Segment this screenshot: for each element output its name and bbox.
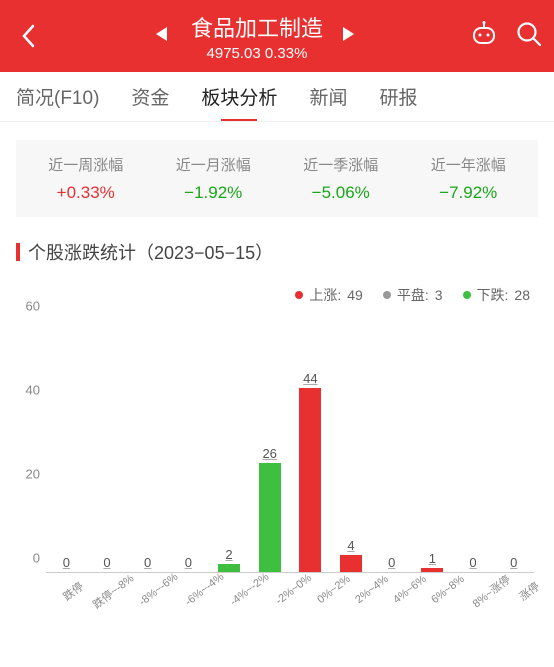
bar-value-label: 2 xyxy=(225,547,232,562)
tab-item[interactable]: 资金 xyxy=(115,72,185,122)
chart-legend: 上涨: 49 平盘: 3 下跌: 28 xyxy=(16,285,538,305)
legend-flat: 平盘: 3 xyxy=(383,285,443,305)
section-header: 个股涨跌统计（2023−05−15） xyxy=(16,239,538,265)
y-axis: 0204060 xyxy=(16,321,44,573)
tab-bar: 简况(F10)资金板块分析新闻研报 xyxy=(0,72,554,122)
section-title-text: 个股涨跌统计（2023−05−15） xyxy=(28,239,273,265)
bar-value-label: 0 xyxy=(388,555,395,570)
bar-slot: 1 xyxy=(412,321,453,572)
bar-chart: 0204060 00002264440100 跌停跌停~-8%-8%~-6%-6… xyxy=(16,313,538,633)
legend-up-label: 上涨: xyxy=(309,285,341,305)
legend-flat-label: 平盘: xyxy=(397,285,429,305)
bar-value-label: 0 xyxy=(469,555,476,570)
stat-cell[interactable]: 近一周涨幅 +0.33% xyxy=(22,154,150,203)
bar-value-label: 0 xyxy=(185,555,192,570)
stat-value: +0.33% xyxy=(22,183,150,203)
stat-label: 近一周涨幅 xyxy=(22,154,150,175)
title-center[interactable]: 食品加工制造 4975.03 0.33% xyxy=(191,11,323,62)
bar-value-label: 0 xyxy=(510,555,517,570)
stat-cell[interactable]: 近一年涨幅 −7.92% xyxy=(405,154,533,203)
search-icon xyxy=(516,21,542,47)
y-tick-label: 60 xyxy=(26,299,40,314)
stat-label: 近一月涨幅 xyxy=(150,154,278,175)
next-sector-button[interactable] xyxy=(341,25,361,48)
y-tick-label: 40 xyxy=(26,383,40,398)
bar xyxy=(218,564,240,572)
robot-button[interactable] xyxy=(470,21,498,52)
stat-value: −7.92% xyxy=(405,183,533,203)
header-actions xyxy=(470,21,542,52)
header-title-area: 食品加工制造 4975.03 0.33% xyxy=(44,11,470,62)
bar-value-label: 4 xyxy=(347,538,354,553)
bar-slot: 44 xyxy=(290,321,331,572)
bar-slot: 4 xyxy=(331,321,372,572)
prev-sector-button[interactable] xyxy=(153,25,173,48)
section-accent-bar xyxy=(16,243,20,261)
bar-value-label: 0 xyxy=(63,555,70,570)
legend-dot-down xyxy=(463,291,471,299)
bar-slot: 0 xyxy=(371,321,412,572)
stat-value: −5.06% xyxy=(277,183,405,203)
index-change: 0.33% xyxy=(265,45,308,62)
bar xyxy=(259,463,281,572)
tab-item[interactable]: 简况(F10) xyxy=(0,72,115,122)
stat-value: −1.92% xyxy=(150,183,278,203)
index-value: 4975.03 xyxy=(207,45,261,62)
bar-value-label: 1 xyxy=(429,551,436,566)
sector-subtitle: 4975.03 0.33% xyxy=(191,45,323,62)
legend-down-count: 28 xyxy=(514,287,530,303)
legend-up-count: 49 xyxy=(347,287,363,303)
bars-container: 00002264440100 xyxy=(46,321,534,572)
triangle-right-icon xyxy=(341,25,357,43)
performance-stats: 近一周涨幅 +0.33%近一月涨幅 −1.92% 近一季涨幅 −5.06%近一年涨幅 −7… xyxy=(16,140,538,217)
legend-up: 上涨: 49 xyxy=(295,285,362,305)
robot-icon xyxy=(470,21,498,47)
bar-value-label: 0 xyxy=(144,555,151,570)
bar-value-label: 44 xyxy=(303,371,317,386)
bar-slot: 0 xyxy=(46,321,87,572)
x-axis-labels: 跌停跌停~-8%-8%~-6%-6%~-4%-4%~-2%-2%~0%0%~2%… xyxy=(46,577,534,633)
chevron-left-icon xyxy=(21,24,35,48)
bar xyxy=(421,568,443,572)
legend-down-label: 下跌: xyxy=(477,285,509,305)
y-tick-label: 0 xyxy=(33,551,40,566)
bar-slot: 2 xyxy=(209,321,250,572)
legend-dot-up xyxy=(295,291,303,299)
legend-down: 下跌: 28 xyxy=(463,285,530,305)
back-button[interactable] xyxy=(12,24,44,48)
app-header: 食品加工制造 4975.03 0.33% xyxy=(0,0,554,72)
bar-value-label: 0 xyxy=(103,555,110,570)
stat-cell[interactable]: 近一季涨幅 −5.06% xyxy=(277,154,405,203)
content-area: 近一周涨幅 +0.33%近一月涨幅 −1.92% 近一季涨幅 −5.06%近一年涨幅 −7… xyxy=(0,122,554,633)
chart-plot: 00002264440100 xyxy=(46,321,534,573)
stat-label: 近一年涨幅 xyxy=(405,154,533,175)
triangle-left-icon xyxy=(153,25,169,43)
bar-slot: 0 xyxy=(87,321,128,572)
bar xyxy=(340,555,362,572)
sector-title: 食品加工制造 xyxy=(191,11,323,43)
tab-item[interactable]: 研报 xyxy=(363,72,433,122)
legend-dot-flat xyxy=(383,291,391,299)
bar-slot: 0 xyxy=(127,321,168,572)
bar xyxy=(299,388,321,572)
stat-label: 近一季涨幅 xyxy=(277,154,405,175)
y-tick-label: 20 xyxy=(26,467,40,482)
legend-flat-count: 3 xyxy=(435,287,443,303)
tab-item[interactable]: 板块分析 xyxy=(185,72,293,122)
bar-slot: 0 xyxy=(493,321,534,572)
search-button[interactable] xyxy=(516,21,542,52)
bar-slot: 0 xyxy=(453,321,494,572)
bar-slot: 0 xyxy=(168,321,209,572)
stat-cell[interactable]: 近一月涨幅 −1.92% xyxy=(150,154,278,203)
tab-item[interactable]: 新闻 xyxy=(293,72,363,122)
bar-slot: 26 xyxy=(249,321,290,572)
bar-value-label: 26 xyxy=(262,446,276,461)
